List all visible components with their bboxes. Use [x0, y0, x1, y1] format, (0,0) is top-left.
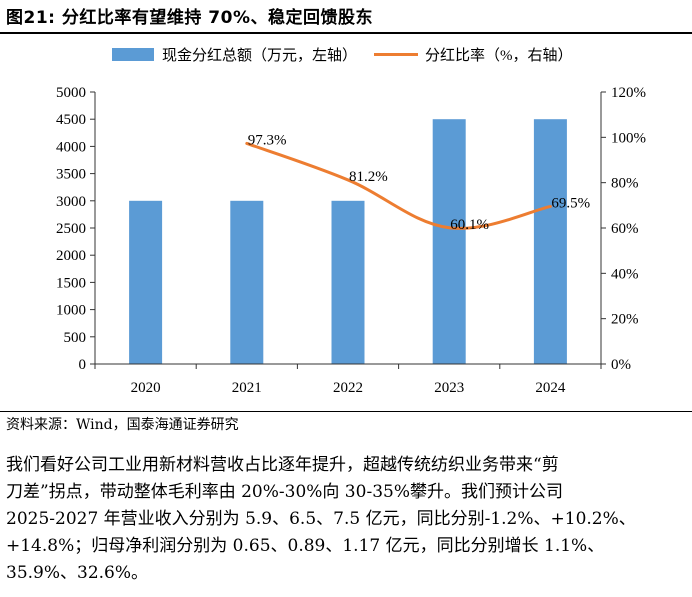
left-tick-label: 4500 — [56, 112, 86, 128]
line-data-label: 81.2% — [349, 169, 388, 185]
title-rule — [0, 32, 692, 34]
paragraph-line: 我们看好公司工业用新材料营收占比逐年提升，超越传统纺织业务带来“剪 — [6, 455, 559, 475]
left-tick-label: 500 — [64, 330, 87, 346]
line-data-label: 97.3% — [248, 132, 287, 148]
paragraph-line: 2025-2027 年营业收入分别为 5.9、6.5、7.5 亿元，同比分别-1… — [6, 509, 636, 529]
left-tick-label: 2500 — [56, 221, 86, 237]
source-note: 资料来源：Wind，国泰海通证券研究 — [6, 417, 239, 433]
figure-title: 图21: 分红比率有望维持 70%、稳定回馈股东 — [6, 8, 373, 28]
right-tick-label: 120% — [611, 85, 646, 101]
bar-series — [129, 119, 567, 364]
bar-mark — [432, 119, 466, 364]
line-path — [245, 141, 552, 230]
bar-mark — [533, 119, 567, 364]
bar-mark — [331, 200, 365, 364]
right-tick-label: 40% — [611, 266, 639, 282]
x-tick-label: 2021 — [232, 380, 262, 396]
paragraph-line: +14.8%；归母净利润分别为 0.65、0.89、1.17 亿元，同比分别增长… — [6, 536, 605, 556]
left-tick-label: 2000 — [56, 248, 86, 264]
line-data-label: 60.1% — [450, 217, 489, 233]
paragraph-line: 35.9%、32.6%。 — [6, 563, 149, 583]
legend-line-label: 分红比率（%，右轴） — [425, 47, 573, 64]
bar-mark — [129, 200, 163, 364]
left-tick-label: 4000 — [56, 139, 86, 155]
right-tick-label: 20% — [611, 312, 639, 328]
source-rule — [0, 411, 692, 412]
right-tick-label: 60% — [611, 221, 639, 237]
left-tick-label: 1500 — [56, 275, 86, 291]
left-tick-label: 0 — [79, 357, 87, 373]
x-tick-label: 2022 — [333, 380, 363, 396]
right-tick-label: 100% — [611, 130, 646, 146]
right-tick-label: 0% — [611, 357, 631, 373]
analysis-paragraph: 我们看好公司工业用新材料营收占比逐年提升，超越传统纺织业务带来“剪 刀差”拐点，… — [6, 452, 688, 587]
x-tick-label: 2023 — [434, 380, 464, 396]
x-tick-label: 2020 — [131, 380, 161, 396]
left-tick-label: 3000 — [56, 194, 86, 210]
line-series: 97.3% 81.2% 60.1% 69.5% — [245, 132, 590, 233]
x-tick-label: 2024 — [535, 380, 566, 396]
paragraph-line: 刀差”拐点，带动整体毛利率由 20%-30%向 30-35%攀升。我们预计公司 — [6, 482, 563, 502]
bar-mark — [230, 200, 264, 364]
legend-bar-label: 现金分红总额（万元，左轴） — [162, 47, 357, 64]
chart-axes: 0 500 1000 1500 2000 2500 3000 3500 4000 4500 5000… — [56, 85, 646, 396]
legend-bar-swatch — [112, 48, 154, 61]
left-tick-label: 3500 — [56, 167, 86, 183]
chart-legend: 现金分红总额（万元，左轴） 分红比率（%，右轴） — [112, 47, 573, 64]
right-tick-label: 80% — [611, 176, 639, 192]
dividend-chart: 现金分红总额（万元，左轴） 分红比率（%，右轴） 97.3% 81.2% 60.1% 6… — [56, 47, 646, 396]
left-tick-label: 5000 — [56, 85, 86, 101]
line-data-label: 69.5% — [551, 195, 590, 211]
left-tick-label: 1000 — [56, 303, 86, 319]
